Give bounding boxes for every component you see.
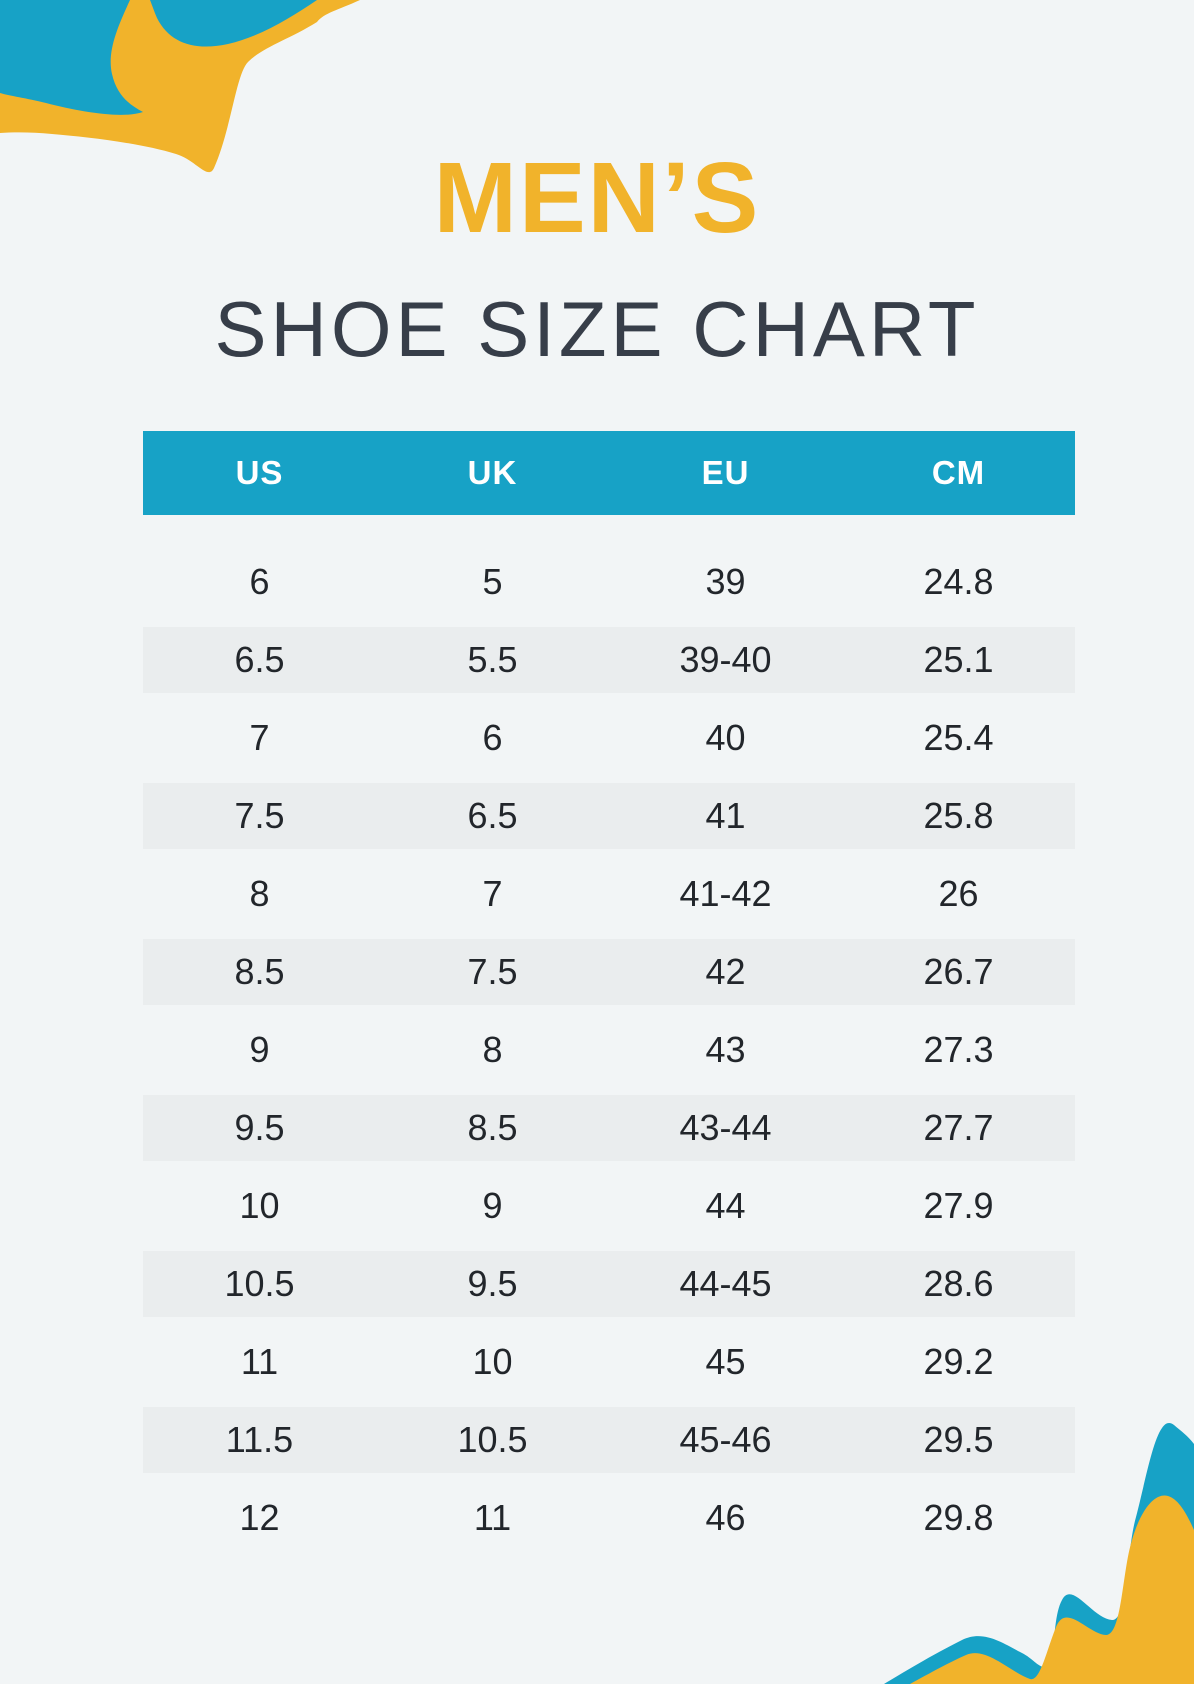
table-cell: 40 xyxy=(705,717,746,758)
table-cell: 6 xyxy=(482,717,503,758)
table-cell: 24.8 xyxy=(923,561,994,602)
table-cell: 29.2 xyxy=(923,1341,994,1382)
table-cell: 10 xyxy=(472,1341,513,1382)
table-row: 10 9 44 27.9 xyxy=(143,1167,1075,1245)
table-cell: 10.5 xyxy=(457,1419,528,1460)
table-row: 11.5 10.5 45-46 29.5 xyxy=(143,1401,1075,1479)
table-cell: 9.5 xyxy=(234,1107,285,1148)
table-cell: 28.6 xyxy=(923,1263,994,1304)
table-cell: 12 xyxy=(239,1497,280,1538)
table-cell: 11 xyxy=(473,1497,512,1538)
table-row: 8.5 7.5 42 26.7 xyxy=(143,933,1075,1011)
table-cell: 7 xyxy=(482,873,503,914)
table-cell: 9 xyxy=(482,1185,503,1226)
table-cell: 7.5 xyxy=(467,951,518,992)
table-cell: 44 xyxy=(705,1185,746,1226)
table-cell: 11 xyxy=(240,1341,279,1382)
table-cell: 25.4 xyxy=(923,717,994,758)
table-cell: 9 xyxy=(249,1029,270,1070)
table-cell: 43 xyxy=(705,1029,746,1070)
table-row: 8 7 41-42 26 xyxy=(143,855,1075,933)
table-cell: 46 xyxy=(705,1497,746,1538)
table-cell: 8.5 xyxy=(467,1107,518,1148)
table-cell: 5.5 xyxy=(467,639,518,680)
title-accent: MEN’S xyxy=(433,142,761,254)
table-cell: 42 xyxy=(705,951,746,992)
table-cell: 41 xyxy=(705,795,746,836)
table-cell: 25.1 xyxy=(923,639,994,680)
table-cell: 6.5 xyxy=(234,639,285,680)
table-row: 7.5 6.5 41 25.8 xyxy=(143,777,1075,855)
table-row: 9 8 43 27.3 xyxy=(143,1011,1075,1089)
table-cell: 29.5 xyxy=(923,1419,994,1460)
table-cell: 39-40 xyxy=(679,639,772,680)
table-cell: 44-45 xyxy=(679,1263,772,1304)
table-row: 9.5 8.5 43-44 27.7 xyxy=(143,1089,1075,1167)
table-cell: 7.5 xyxy=(234,795,285,836)
table-cell: 25.8 xyxy=(923,795,994,836)
table-cell: 6.5 xyxy=(467,795,518,836)
table-cell: 6 xyxy=(249,561,270,602)
table-cell: 43-44 xyxy=(679,1107,772,1148)
table-row: 6.5 5.5 39-40 25.1 xyxy=(143,621,1075,699)
table-cell: 5 xyxy=(482,561,503,602)
table-cell: 45-46 xyxy=(679,1419,772,1460)
table-cell: 26 xyxy=(938,873,979,914)
table-cell: 41-42 xyxy=(679,873,772,914)
table-row: 10.5 9.5 44-45 28.6 xyxy=(143,1245,1075,1323)
table-cell: 10 xyxy=(239,1185,280,1226)
title-main: SHOE SIZE CHART xyxy=(214,285,980,373)
table-row: 6 5 39 24.8 xyxy=(143,543,1075,621)
table-cell: 29.8 xyxy=(923,1497,994,1538)
table-cell: 8 xyxy=(482,1029,503,1070)
table-cell: 45 xyxy=(705,1341,746,1382)
column-header-cm: CM xyxy=(931,454,986,491)
column-header-uk: UK xyxy=(467,454,518,491)
column-header-eu: EU xyxy=(701,454,750,491)
table-row: 7 6 40 25.4 xyxy=(143,699,1075,777)
table-cell: 27.3 xyxy=(923,1029,994,1070)
table-cell: 27.7 xyxy=(923,1107,994,1148)
table-cell: 8 xyxy=(249,873,270,914)
table-cell: 26.7 xyxy=(923,951,994,992)
size-table: US UK EU CM 6 5 39 24.8 6.5 5.5 39-40 25.1 7 6 40 25.4… xyxy=(143,431,1075,1557)
table-cell: 7 xyxy=(249,717,270,758)
table-cell: 27.9 xyxy=(923,1185,994,1226)
table-body: 6 5 39 24.8 6.5 5.5 39-40 25.1 7 6 40 25.4 7.5 6.5 41 2… xyxy=(143,543,1075,1557)
table-row: 12 11 46 29.8 xyxy=(143,1479,1075,1557)
column-header-us: US xyxy=(235,454,284,491)
table-cell: 39 xyxy=(705,561,746,602)
table-row: 11 10 45 29.2 xyxy=(143,1323,1075,1401)
table-cell: 9.5 xyxy=(467,1263,518,1304)
table-cell: 10.5 xyxy=(224,1263,295,1304)
table-cell: 8.5 xyxy=(234,951,285,992)
poster-header: MEN’S SHOE SIZE CHART xyxy=(0,148,1194,368)
table-cell: 11.5 xyxy=(225,1419,294,1460)
table-header-row: US UK EU CM xyxy=(143,431,1075,515)
